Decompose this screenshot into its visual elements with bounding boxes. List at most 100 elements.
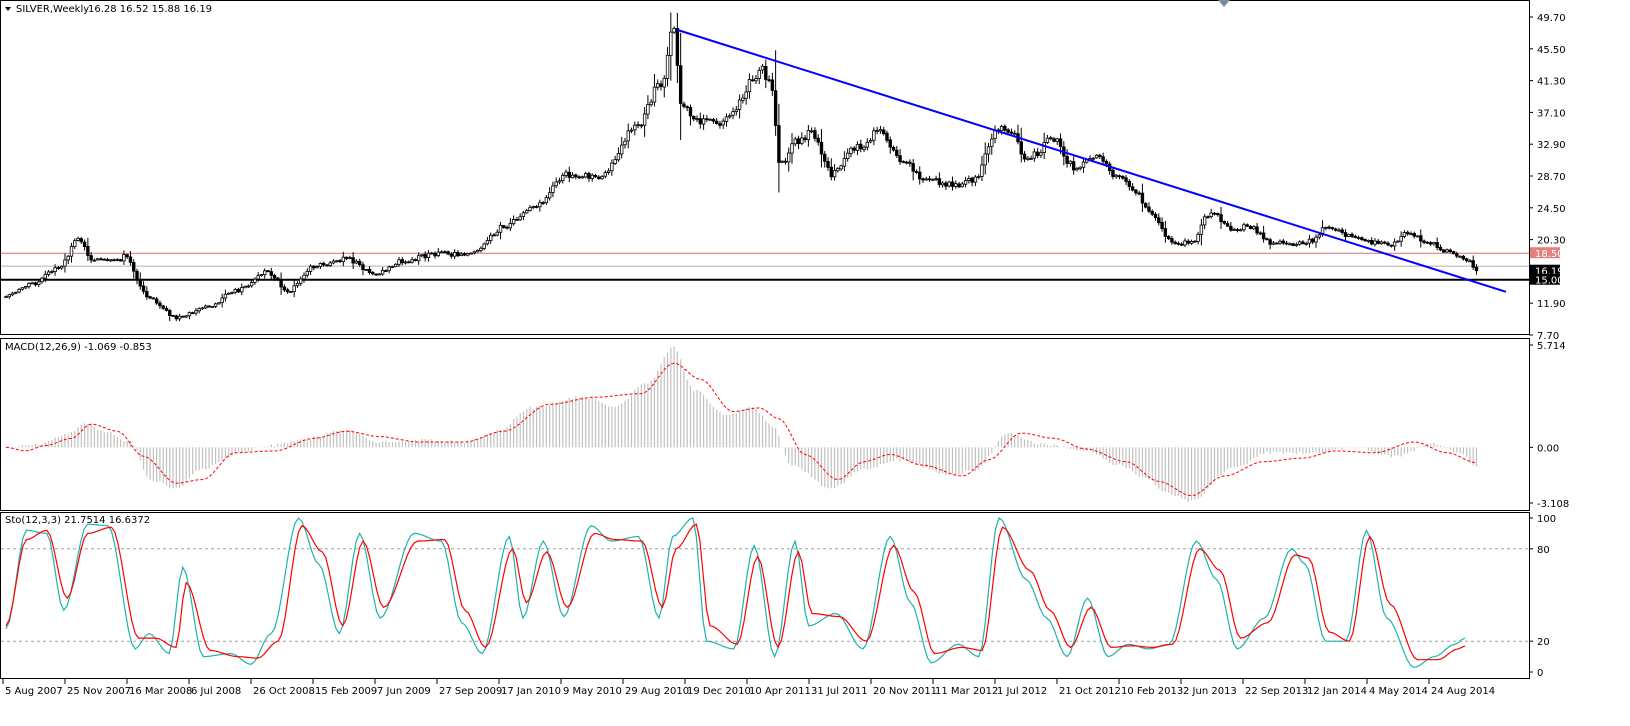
candle-bear xyxy=(659,83,663,87)
candle-bear xyxy=(891,146,896,151)
price-panel[interactable]: 49.70 45.50 41.30 37.10 32.90 28.70 24.50 20.30… xyxy=(0,0,1566,342)
candle-bear xyxy=(1003,125,1007,131)
symbol-menu-icon[interactable] xyxy=(5,7,11,11)
candle-bull xyxy=(590,174,594,179)
candle-bear xyxy=(279,279,283,288)
candle-bull xyxy=(1392,241,1397,247)
candle-bear xyxy=(1333,228,1338,231)
stochastic-main-line xyxy=(5,517,1466,669)
candle-bull xyxy=(253,278,257,283)
candle-bull xyxy=(754,78,758,82)
candle-bull xyxy=(416,255,421,262)
candle-bull xyxy=(27,283,31,288)
candle-bear xyxy=(128,256,133,263)
candle-bull xyxy=(30,282,34,285)
candle-bull xyxy=(557,180,562,183)
time-tick-label: 20 Nov 2011 xyxy=(873,686,937,697)
candle-bear xyxy=(1019,141,1023,155)
stochastic-tick-label: 100 xyxy=(1537,514,1556,525)
macd-panel[interactable]: 5.714 0.00 -3.108 MACD(12,26,9) -1.069 -0.… xyxy=(0,338,1570,511)
candle-bear xyxy=(829,166,833,178)
price-tick-label: 45.50 xyxy=(1537,45,1566,56)
candle-bear xyxy=(1389,244,1394,247)
candle-bull xyxy=(184,315,188,318)
time-tick-label: 10 Apr 2011 xyxy=(749,686,811,697)
time-tick-label: 21 Oct 2012 xyxy=(1059,686,1121,697)
candle-bull xyxy=(63,259,67,267)
candle-bear xyxy=(1104,160,1109,165)
candle-bull xyxy=(498,224,503,233)
symbol-title: SILVER,Weekly xyxy=(16,4,89,15)
candle-bull xyxy=(246,285,251,288)
candle-bear xyxy=(171,315,175,317)
candle-bull xyxy=(790,143,794,154)
candle-bull xyxy=(1026,157,1030,160)
candle-bear xyxy=(1124,177,1128,182)
macd-tick-label: -3.108 xyxy=(1537,499,1569,510)
candle-bull xyxy=(620,144,624,155)
candle-bear xyxy=(904,161,909,164)
candle-bear xyxy=(1284,242,1289,245)
candle-bear xyxy=(1140,192,1145,204)
candle-bull xyxy=(737,99,742,110)
candle-bull xyxy=(947,181,951,187)
candle-bull xyxy=(1366,239,1371,242)
candle-bull xyxy=(1078,166,1082,169)
candle-bull xyxy=(348,257,352,259)
candle-bear xyxy=(898,155,902,163)
candle-bull xyxy=(924,178,928,181)
stochastic-series xyxy=(1,517,1529,669)
candle-bear xyxy=(1350,233,1354,237)
candle-bull xyxy=(583,173,588,178)
candle-bear xyxy=(138,279,142,287)
candle-bear xyxy=(1383,241,1387,244)
candle-bull xyxy=(200,307,205,310)
candle-bull xyxy=(76,237,80,241)
candle-bear xyxy=(901,161,906,163)
price-tick-label: 32.90 xyxy=(1537,140,1566,151)
candle-bear xyxy=(1428,242,1433,245)
candle-bull xyxy=(832,169,837,178)
candle-bull xyxy=(701,118,706,125)
candle-bear xyxy=(371,272,375,275)
candle-bear xyxy=(859,143,863,150)
candle-bear xyxy=(714,120,719,124)
candle-bear xyxy=(456,252,460,257)
candle-bull xyxy=(1337,229,1341,232)
time-tick-label: 11 Mar 2012 xyxy=(935,686,998,697)
candle-bull xyxy=(1232,228,1236,231)
time-tick-label: 9 May 2010 xyxy=(563,686,622,697)
candle-bear xyxy=(515,218,519,221)
candle-bull xyxy=(669,31,673,56)
candle-bull xyxy=(1013,132,1017,135)
candle-bear xyxy=(351,257,355,264)
ohlc-values: 16.28 16.52 15.88 16.19 xyxy=(88,4,212,15)
candle-bull xyxy=(636,124,640,126)
candle-bull xyxy=(1045,137,1050,144)
candle-bear xyxy=(1157,217,1161,224)
candle-bear xyxy=(1009,131,1014,134)
candle-bear xyxy=(82,241,87,247)
candle-bull xyxy=(1068,160,1073,164)
candle-bull xyxy=(551,185,555,193)
candle-bear xyxy=(927,178,932,181)
candle-bear xyxy=(1035,151,1040,157)
candle-bull xyxy=(960,183,964,188)
candle-bear xyxy=(158,302,162,307)
stochastic-panel[interactable]: 100 80 20 0 Sto(12,3,3) 21.7514 16.6372 xyxy=(0,512,1557,680)
candle-bull xyxy=(194,310,198,314)
candle-bear xyxy=(285,289,290,293)
candle-bear xyxy=(79,238,84,243)
candle-bear xyxy=(770,79,775,91)
candle-bull xyxy=(633,124,637,131)
candle-bull xyxy=(230,291,234,294)
shift-marker-icon[interactable] xyxy=(1218,0,1230,7)
candle-bull xyxy=(40,277,44,283)
candle-bull xyxy=(963,180,968,185)
candle-bull xyxy=(485,240,490,245)
candle-bear xyxy=(688,107,693,117)
time-tick-label: 31 Jul 2011 xyxy=(811,686,868,697)
candle-bear xyxy=(1376,240,1380,244)
